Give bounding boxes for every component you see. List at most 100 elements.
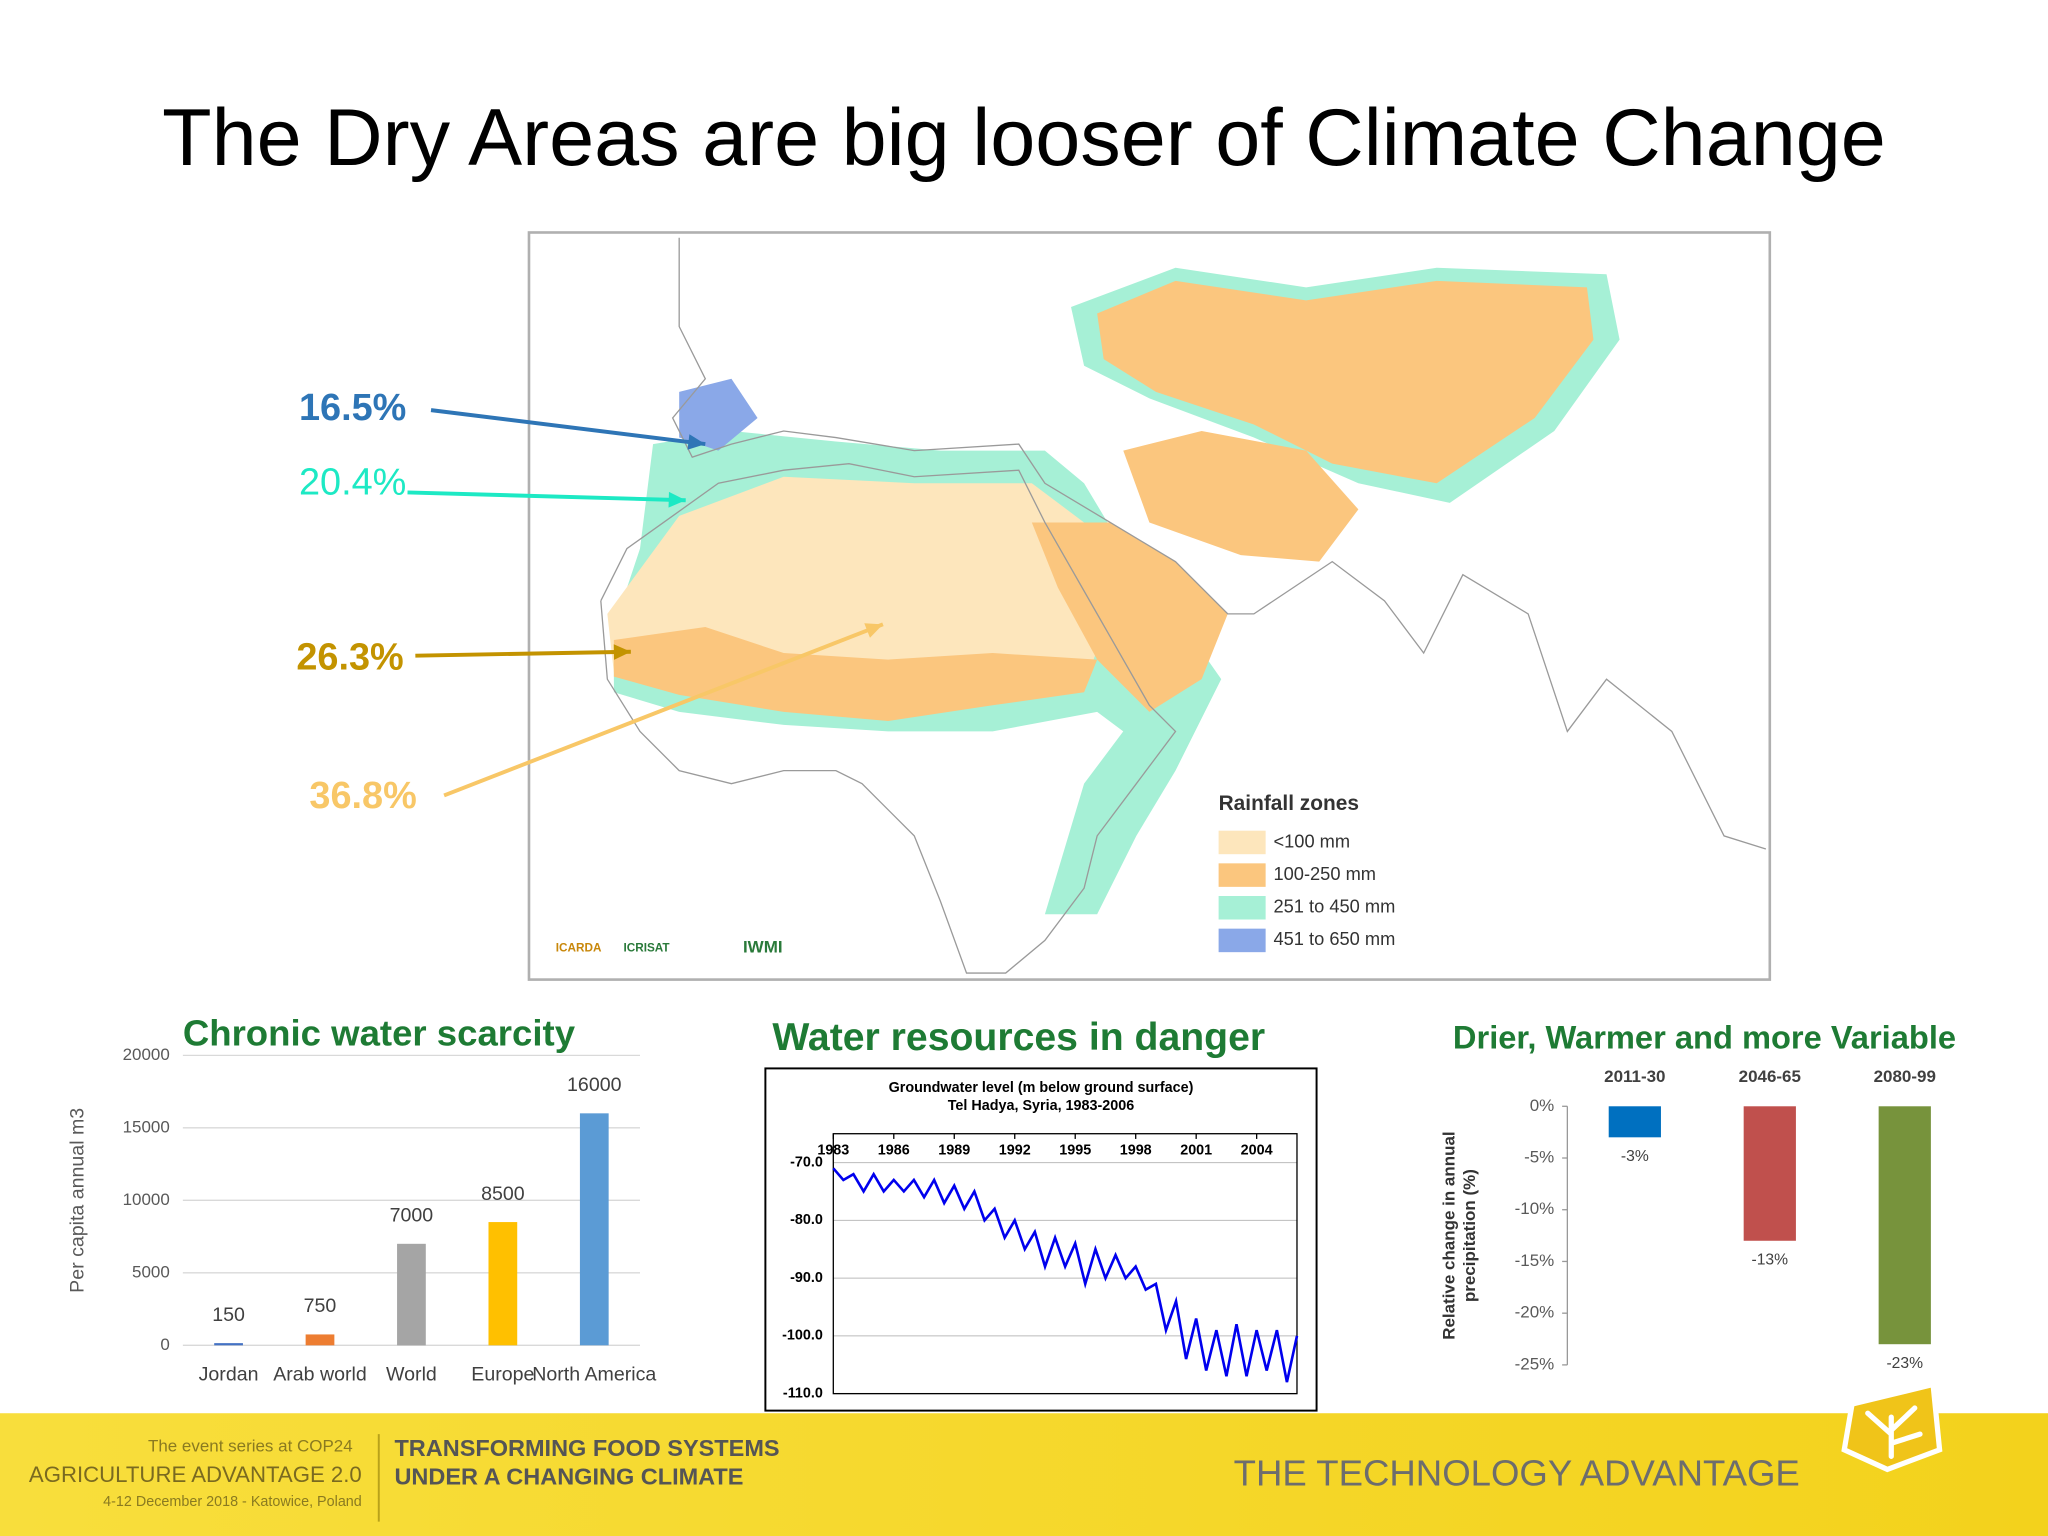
map-annotations: 16.5% 20.4% 26.3% 36.8% bbox=[296, 387, 884, 817]
y-tick-label: 10000 bbox=[123, 1190, 170, 1209]
chart-frame bbox=[764, 1067, 1318, 1412]
legend-label: 451 to 650 mm bbox=[1273, 928, 1395, 949]
x-tick-label: 2080-99 bbox=[1874, 1067, 1936, 1086]
y-tick-label: -90.0 bbox=[790, 1270, 823, 1286]
annotation-arrowhead bbox=[687, 434, 706, 450]
x-tick-label: Jordan bbox=[199, 1364, 259, 1386]
bar bbox=[579, 1113, 609, 1346]
legend-label: 100-250 mm bbox=[1273, 863, 1376, 884]
chart-title: Drier, Warmer and more Variable bbox=[1453, 1018, 1956, 1055]
x-tick-label: Europe bbox=[471, 1364, 534, 1386]
y-tick-label: -25% bbox=[1515, 1354, 1555, 1373]
footer-band bbox=[0, 1413, 2048, 1536]
annotation-arrow bbox=[430, 408, 706, 447]
y-tick-label: 15000 bbox=[123, 1117, 170, 1136]
y-axis-label: Relative change in annual bbox=[1439, 1131, 1458, 1339]
x-tick-label: 2001 bbox=[1180, 1142, 1212, 1158]
line bbox=[832, 1167, 1299, 1383]
legend-swatch bbox=[1218, 896, 1266, 920]
x-tick-label: Arab world bbox=[273, 1364, 367, 1386]
chart-subtitle: Groundwater level (m below ground surfac… bbox=[889, 1080, 1194, 1096]
annotation-label: 36.8% bbox=[309, 775, 416, 817]
x-tick-label: 1998 bbox=[1120, 1142, 1152, 1158]
annotation-label: 20.4% bbox=[299, 462, 406, 504]
data-label: 8500 bbox=[481, 1183, 525, 1205]
logo-text: ICARDA bbox=[556, 941, 602, 954]
plot-frame bbox=[832, 1133, 1298, 1395]
x-tick-label: 2046-65 bbox=[1739, 1067, 1801, 1086]
annotation-arrowhead bbox=[864, 623, 883, 638]
zone-arid bbox=[613, 626, 1098, 721]
zone-arid bbox=[1031, 522, 1228, 712]
annotation-label: 26.3% bbox=[296, 637, 403, 679]
y-tick-label: 20000 bbox=[123, 1045, 170, 1064]
y-tick-label: -80.0 bbox=[790, 1212, 823, 1228]
y-tick-label: -10% bbox=[1515, 1199, 1555, 1218]
y-axis-label: precipitation (%) bbox=[1460, 1169, 1479, 1302]
bar bbox=[214, 1343, 243, 1346]
footer-theme: TRANSFORMING FOOD SYSTEMS bbox=[394, 1435, 779, 1461]
data-label: 750 bbox=[304, 1295, 337, 1317]
bar bbox=[1878, 1106, 1931, 1345]
zone-dry-subhumid bbox=[679, 378, 758, 451]
chart-subtitle: Tel Hadya, Syria, 1983-2006 bbox=[948, 1098, 1135, 1114]
bar bbox=[1743, 1106, 1796, 1241]
y-tick-label: 0% bbox=[1530, 1096, 1555, 1115]
annotation-arrow bbox=[415, 649, 631, 658]
legend-label: <100 mm bbox=[1273, 830, 1350, 851]
x-tick-label: North America bbox=[532, 1364, 656, 1386]
data-label: -3% bbox=[1621, 1148, 1649, 1165]
y-tick-label: 5000 bbox=[132, 1262, 170, 1281]
coastline bbox=[671, 237, 1767, 850]
logo-text: ICRISAT bbox=[623, 941, 670, 954]
legend-title: Rainfall zones bbox=[1219, 792, 1359, 815]
y-tick-label: -110.0 bbox=[783, 1385, 823, 1401]
footer-event-line: The event series at COP24 bbox=[148, 1437, 353, 1456]
chart-title: Chronic water scarcity bbox=[183, 1012, 576, 1053]
chart-title: Water resources in danger bbox=[772, 1016, 1265, 1059]
logo-text: IWMI bbox=[743, 938, 783, 957]
legend-swatch bbox=[1218, 830, 1266, 855]
footer-theme: UNDER A CHANGING CLIMATE bbox=[394, 1464, 743, 1490]
data-label: -13% bbox=[1752, 1251, 1789, 1268]
zone-arid bbox=[1097, 280, 1594, 484]
legend-swatch bbox=[1218, 863, 1266, 887]
map: Rainfall zones bbox=[527, 231, 1772, 981]
bar bbox=[1608, 1106, 1661, 1138]
annotation-arrow bbox=[443, 622, 884, 798]
footer-event-date: 4-12 December 2018 - Katowice, Poland bbox=[103, 1494, 362, 1510]
x-tick-label: 1986 bbox=[878, 1142, 910, 1158]
footer-tagline: THE TECHNOLOGY ADVANTAGE bbox=[1234, 1453, 1800, 1494]
data-label: 7000 bbox=[390, 1205, 434, 1227]
legend-swatch bbox=[1218, 928, 1266, 953]
y-tick-label: -20% bbox=[1515, 1303, 1555, 1322]
data-label: 150 bbox=[212, 1304, 245, 1326]
legend-label: 251 to 450 mm bbox=[1273, 896, 1395, 917]
y-tick-label: -100.0 bbox=[782, 1328, 823, 1344]
x-tick-label: 2004 bbox=[1241, 1142, 1273, 1158]
x-tick-label: World bbox=[386, 1364, 437, 1386]
x-tick-label: 1989 bbox=[938, 1142, 970, 1158]
x-tick-label: 1995 bbox=[1059, 1142, 1091, 1158]
footer-event-name: AGRICULTURE ADVANTAGE 2.0 bbox=[29, 1462, 362, 1487]
annotation-arrow bbox=[407, 490, 686, 503]
zone-arid bbox=[1123, 431, 1359, 562]
y-axis-label: Per capita annual m3 bbox=[67, 1108, 89, 1293]
annotation-label: 16.5% bbox=[299, 387, 406, 429]
bar bbox=[397, 1243, 426, 1346]
y-tick-label: -5% bbox=[1524, 1147, 1554, 1166]
x-tick-label: 1992 bbox=[999, 1142, 1031, 1158]
annotation-arrowhead bbox=[613, 644, 631, 660]
slide-title: The Dry Areas are big looser of Climate … bbox=[162, 93, 1886, 183]
bar bbox=[305, 1334, 335, 1346]
y-tick-label: -15% bbox=[1515, 1251, 1555, 1270]
annotation-arrowhead bbox=[668, 491, 686, 508]
logo bbox=[1841, 1381, 1943, 1473]
y-tick-label: -70.0 bbox=[790, 1154, 823, 1170]
coastline bbox=[600, 463, 1177, 974]
x-tick-label: 2011-30 bbox=[1604, 1067, 1665, 1086]
y-tick-label: 0 bbox=[160, 1335, 169, 1354]
data-label: 16000 bbox=[567, 1074, 622, 1096]
